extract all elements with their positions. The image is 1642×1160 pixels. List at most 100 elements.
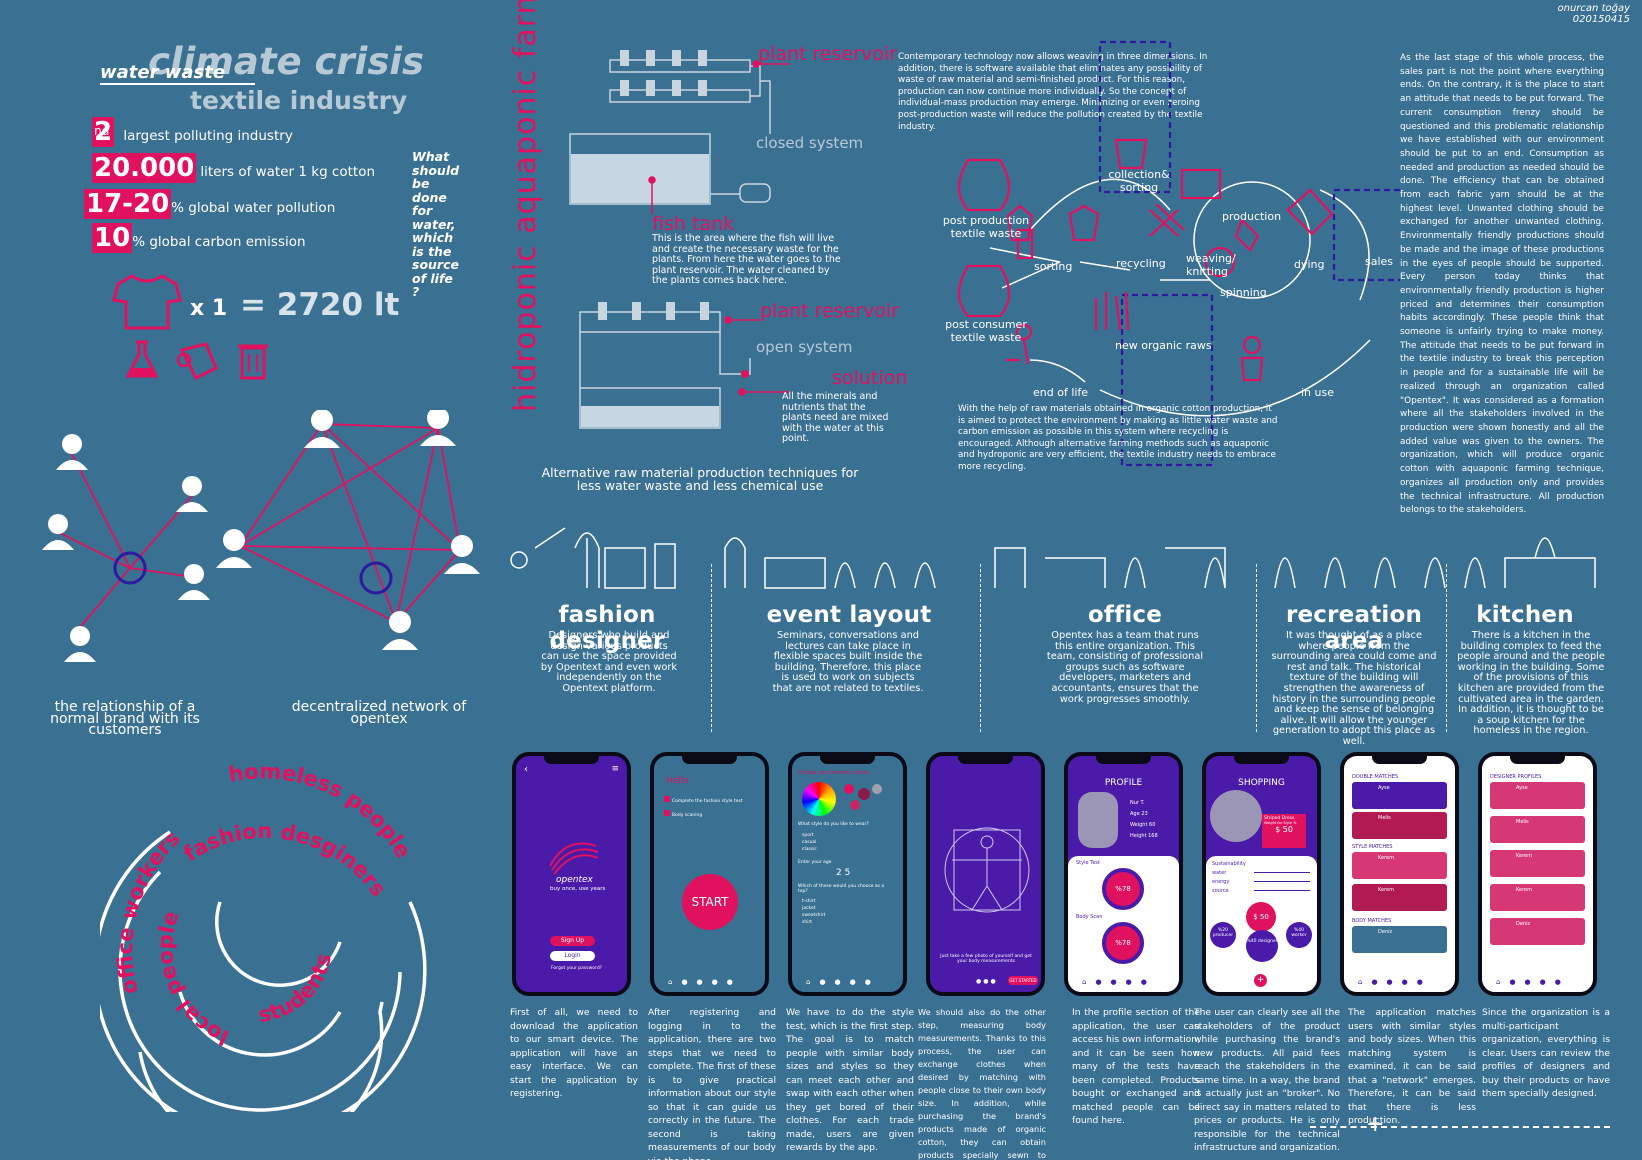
product-price: $ 50 [1275, 825, 1293, 834]
farm-vertical-title: hidroponic aquaponic farm [508, 0, 543, 412]
back-icon[interactable]: ‹ [524, 764, 528, 775]
signup-button[interactable]: Sign Up [550, 936, 595, 946]
tshirt-icon [112, 274, 182, 330]
label-fish-tank: fish tank [652, 213, 735, 235]
tab-bar[interactable]: ⌂●●●● [1358, 978, 1432, 986]
stakeholder-circles: homeless people fashion desginers office… [100, 759, 427, 1112]
step-1[interactable]: Complete the fashion style test [664, 796, 743, 804]
profile-name: Nur T. [1130, 800, 1145, 806]
sustainability-label: Sustainability [1212, 861, 1246, 867]
tab-bar[interactable]: ⌂●●●● [668, 978, 742, 986]
phone-notch [544, 756, 599, 764]
designer-card[interactable]: Kerem [1490, 850, 1585, 877]
normal-brand-caption: the relationship of a normal brand with … [50, 699, 200, 738]
style-options[interactable]: sport casual classic [802, 832, 817, 853]
main-title: climate crisis [148, 40, 425, 83]
step-caption-3: We have to do the style test, which is t… [786, 1007, 914, 1153]
divider [711, 564, 712, 732]
sewing-machine-icon [1180, 168, 1222, 200]
tshirt-multiplier: x 1 [190, 296, 228, 321]
login-button[interactable]: Login [550, 951, 595, 961]
product-image[interactable] [1210, 790, 1262, 842]
q-colours: Choose your favorite colours [798, 770, 870, 776]
option[interactable]: casual [802, 840, 817, 845]
designer-card[interactable]: Ayse [1490, 782, 1585, 809]
profile-age: Age 23 [1130, 811, 1148, 817]
start-button[interactable]: START [682, 874, 738, 930]
space-text-event-layout: Seminars, conversations and lectures can… [772, 630, 924, 694]
phone-profile: PROFILE Nur T. Age 23 Weight 60 Height 168 … [1064, 752, 1183, 996]
step-2[interactable]: Body scaning [664, 810, 702, 818]
plant-bottles [598, 50, 709, 320]
option[interactable]: t-shirt [802, 899, 816, 904]
match-card[interactable]: Ayse [1352, 782, 1447, 809]
stat-row-1: 2nd largest polluting industry [92, 117, 293, 147]
product-card[interactable]: Striped Dress Weight for Style % $ 50 [1262, 814, 1306, 848]
space-title-event-layout: event layout [766, 602, 932, 628]
recycled-shirt-icon [1068, 204, 1100, 242]
node-dying: dying [1294, 258, 1325, 271]
age-input[interactable]: 2 5 [836, 868, 851, 878]
opentex-logo [549, 842, 599, 875]
menu-icon[interactable]: ≡ [611, 764, 619, 774]
option[interactable]: classic [802, 847, 817, 852]
tab-bar[interactable]: ⌂●●●● [1496, 978, 1570, 986]
add-button[interactable]: + [1254, 974, 1267, 987]
body-scan-label: Body Scan [1076, 914, 1103, 920]
network-diagrams [42, 410, 480, 662]
color-swatches[interactable] [844, 784, 888, 812]
option[interactable]: shirt [802, 920, 813, 925]
node-end-of-life: end of life [1033, 386, 1089, 399]
label-open-system: open system [756, 338, 853, 356]
cycle-intro: Contemporary technology now allows weavi… [898, 52, 1208, 132]
label-plant-reservoir: plant reservoir [758, 43, 897, 65]
option[interactable]: sweatshirt [802, 913, 826, 918]
designer-card[interactable]: Melis [1490, 816, 1585, 843]
tab-bar[interactable]: ⌂●●●● [806, 978, 880, 986]
designer-card[interactable]: Kerem [1490, 884, 1585, 911]
tshirt-water-total: = 2720 lt [240, 287, 400, 323]
phone-notch [1510, 756, 1565, 764]
stat-row-2: 20.000 liters of water 1 kg cotton [92, 153, 375, 183]
match-card[interactable]: Kerem [1352, 884, 1447, 911]
space-text-recreation-area: It was thought of as a place where peopl… [1271, 630, 1437, 747]
product-sub: Weight for Style % [1264, 821, 1297, 825]
fish-tank-text: This is the area where the fish will liv… [652, 233, 841, 286]
tab-bar[interactable]: ⌂●●●● [1082, 978, 1156, 986]
step-caption-4: We should also do the other step, measur… [918, 1007, 1046, 1160]
forgot-password-link[interactable]: Forgot your password? [551, 966, 603, 971]
get-started-button[interactable]: GET STARTED [1008, 976, 1038, 985]
stat-value: 20.000 [92, 153, 197, 183]
node-recycling: recycling [1116, 257, 1166, 270]
stat-sup: % [132, 234, 146, 250]
double-matches-heading: DOUBLE MATCHES [1352, 774, 1399, 780]
color-wheel[interactable] [802, 782, 836, 816]
bucket-icon [176, 342, 218, 381]
designer-card[interactable]: Deniz [1490, 918, 1585, 945]
top-options[interactable]: t-shirt jacket sweatshirt shirt [802, 898, 825, 926]
water-waste-subtitle: water waste [100, 62, 256, 85]
chemistry-icons [126, 340, 268, 381]
style-test-progress[interactable]: %78 [1102, 868, 1144, 910]
stat-text: largest polluting industry [123, 128, 293, 144]
user-avatar-icons [42, 410, 480, 662]
match-card[interactable]: Deniz [1352, 926, 1447, 953]
body-scan-progress[interactable]: %78 [1102, 922, 1144, 964]
option[interactable]: jacket [802, 906, 816, 911]
label-homeless: homeless people [227, 759, 416, 862]
phone-notch [1096, 756, 1151, 764]
stat-text: liters of water 1 kg cotton [200, 164, 376, 180]
match-card[interactable]: Melis [1352, 812, 1447, 839]
opentex-text: As the last stage of this whole process,… [1400, 53, 1604, 516]
producer-share: %20 producer [1210, 922, 1236, 948]
style-matches-heading: STYLE MATCHES [1352, 844, 1393, 850]
space-text-fashion-designer: Designers who build and design various p… [540, 630, 678, 694]
water-question: What should be done for water, which is … [412, 149, 460, 299]
phone-matches: DOUBLE MATCHES Ayse Melis STYLE MATCHES … [1340, 752, 1459, 996]
space-text-office: Opentex has a team that runs this entire… [1046, 630, 1204, 705]
match-card[interactable]: Kerem [1352, 852, 1447, 879]
person-icon [1242, 335, 1262, 355]
farm-diagram [569, 50, 790, 429]
step-caption-7: The application matches users with simil… [1348, 1007, 1476, 1126]
option[interactable]: sport [802, 833, 814, 838]
